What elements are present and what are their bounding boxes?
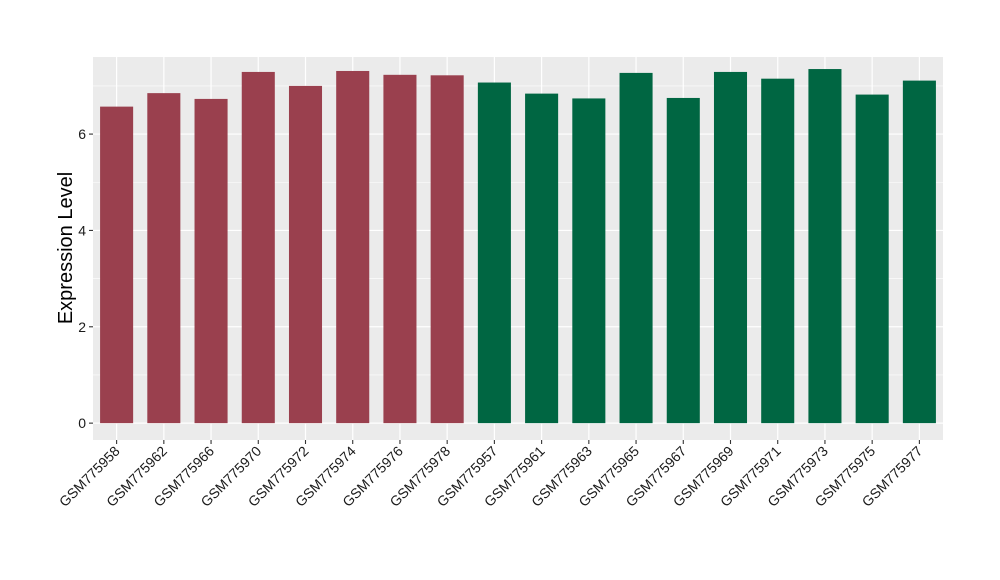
bar-GSM775957	[477, 82, 511, 424]
x-axis: GSM775958GSM775962GSM775966GSM775970GSM7…	[56, 440, 926, 510]
y-tick-label: 0	[78, 415, 86, 431]
bar-GSM775970	[241, 71, 275, 424]
bar-GSM775974	[336, 70, 370, 424]
y-axis-title: Expression Level	[55, 172, 77, 324]
bar-GSM775965	[619, 72, 653, 424]
bar-GSM775977	[902, 80, 936, 424]
bar-GSM775971	[761, 78, 795, 424]
bar-GSM775969	[713, 71, 748, 424]
bar-GSM775966	[194, 98, 228, 424]
bar-GSM775963	[572, 98, 606, 424]
bar-GSM775958	[100, 106, 134, 424]
bar-GSM775975	[855, 94, 889, 424]
plot-panel	[93, 57, 943, 440]
y-tick-label: 2	[78, 319, 86, 335]
y-tick-label: 4	[78, 222, 86, 238]
bar-GSM775967	[666, 97, 700, 424]
bars	[100, 69, 936, 424]
bar-GSM775973	[808, 69, 842, 424]
y-tick-label: 6	[78, 126, 86, 142]
y-axis: 0 2 4 6	[78, 126, 93, 431]
bar-GSM775978	[430, 75, 464, 424]
bar-GSM775972	[288, 85, 323, 424]
bar-GSM775962	[147, 93, 181, 424]
bar-GSM775976	[383, 74, 417, 424]
bar-GSM775961	[525, 93, 559, 424]
